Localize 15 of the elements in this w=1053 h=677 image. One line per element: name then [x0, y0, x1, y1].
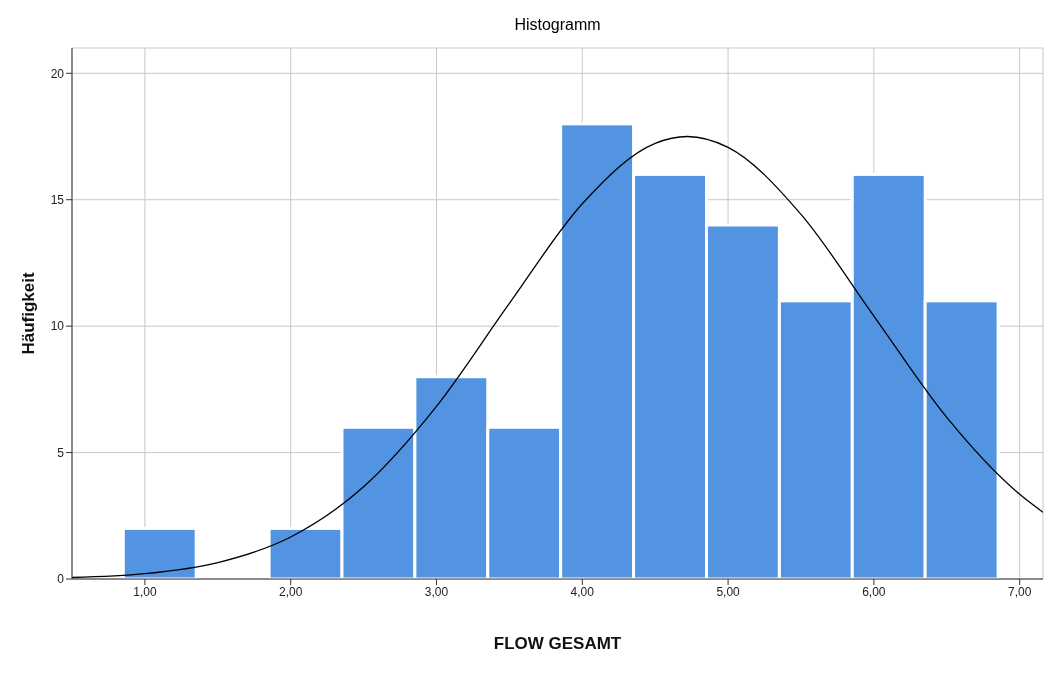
y-tick-label: 10 — [50, 319, 65, 334]
x-tick-label: 7,00 — [1007, 584, 1032, 599]
y-tick-label: 20 — [50, 66, 65, 81]
x-tick-label: 2,00 — [279, 584, 303, 599]
chart-title: Histogramm — [513, 16, 602, 34]
x-tick-label: 3,00 — [424, 584, 449, 599]
y-tick-label: 0 — [57, 572, 65, 587]
x-tick-label: 5,00 — [716, 584, 741, 599]
y-axis-title: Häufigkeit — [19, 272, 39, 355]
x-tick-label: 4,00 — [570, 584, 595, 599]
x-tick-label: 1,00 — [133, 584, 157, 599]
x-tick-label: 6,00 — [862, 584, 886, 599]
x-axis-title: FLOW GESAMT — [493, 634, 622, 653]
y-tick-label: 5 — [57, 445, 65, 460]
y-tick-label: 15 — [50, 192, 65, 207]
